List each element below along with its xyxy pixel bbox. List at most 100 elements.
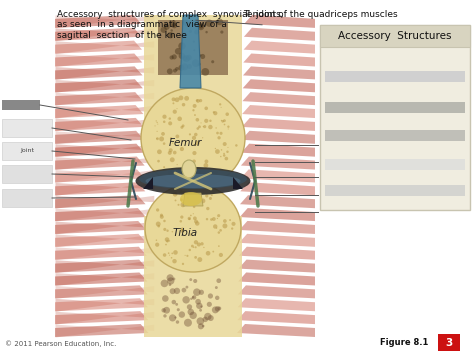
Circle shape: [181, 63, 188, 70]
Circle shape: [192, 136, 196, 140]
Circle shape: [202, 325, 204, 327]
Circle shape: [185, 286, 188, 289]
Circle shape: [169, 283, 171, 286]
Bar: [325, 185, 465, 196]
Polygon shape: [55, 260, 147, 273]
Polygon shape: [55, 285, 148, 298]
Circle shape: [196, 99, 198, 102]
Circle shape: [212, 251, 214, 252]
Bar: [320, 25, 470, 47]
Circle shape: [194, 240, 198, 244]
Circle shape: [197, 63, 201, 66]
Circle shape: [156, 122, 158, 123]
Circle shape: [201, 68, 209, 76]
Circle shape: [199, 23, 203, 28]
Polygon shape: [239, 221, 315, 234]
Circle shape: [212, 217, 216, 221]
Circle shape: [175, 303, 178, 306]
Text: Femur: Femur: [168, 138, 202, 148]
Circle shape: [179, 170, 181, 171]
Circle shape: [213, 111, 215, 113]
Circle shape: [205, 31, 208, 33]
Circle shape: [169, 118, 171, 120]
Circle shape: [231, 222, 236, 226]
Polygon shape: [55, 15, 141, 28]
Circle shape: [228, 129, 229, 130]
Circle shape: [219, 229, 222, 232]
Circle shape: [199, 290, 204, 295]
Polygon shape: [55, 92, 143, 105]
Circle shape: [163, 166, 165, 168]
Polygon shape: [55, 273, 147, 285]
Polygon shape: [180, 15, 201, 88]
Polygon shape: [55, 324, 149, 337]
Circle shape: [156, 137, 159, 140]
Circle shape: [170, 157, 175, 162]
Circle shape: [172, 23, 177, 28]
Polygon shape: [243, 66, 315, 80]
Circle shape: [204, 159, 209, 163]
Circle shape: [190, 297, 192, 300]
Circle shape: [213, 111, 218, 115]
Circle shape: [187, 64, 192, 69]
Ellipse shape: [145, 184, 241, 272]
Circle shape: [209, 120, 211, 122]
Polygon shape: [55, 54, 142, 66]
Circle shape: [172, 54, 177, 59]
Circle shape: [216, 228, 217, 229]
Circle shape: [181, 228, 184, 231]
Circle shape: [191, 245, 194, 247]
Circle shape: [196, 302, 202, 309]
Circle shape: [216, 132, 219, 135]
Circle shape: [202, 317, 208, 322]
Circle shape: [168, 252, 170, 254]
Circle shape: [163, 307, 170, 314]
Polygon shape: [55, 157, 145, 170]
Circle shape: [215, 296, 219, 300]
Polygon shape: [241, 157, 315, 170]
Circle shape: [193, 40, 195, 43]
Circle shape: [157, 124, 158, 125]
Polygon shape: [239, 247, 315, 260]
Polygon shape: [55, 105, 144, 118]
Circle shape: [213, 169, 218, 174]
Circle shape: [190, 312, 197, 319]
Polygon shape: [55, 298, 148, 311]
Polygon shape: [55, 28, 142, 41]
Circle shape: [166, 274, 173, 281]
Polygon shape: [237, 324, 315, 337]
Circle shape: [184, 319, 192, 327]
Circle shape: [217, 218, 218, 219]
Circle shape: [199, 99, 202, 102]
Circle shape: [170, 20, 176, 27]
Circle shape: [167, 69, 173, 74]
Circle shape: [218, 306, 221, 310]
Circle shape: [175, 135, 179, 138]
Circle shape: [192, 295, 196, 300]
Circle shape: [173, 192, 177, 197]
Polygon shape: [55, 221, 146, 234]
Circle shape: [192, 296, 194, 299]
Bar: [144, 15, 242, 156]
Bar: [2, 165, 52, 183]
Circle shape: [218, 136, 221, 140]
Circle shape: [193, 144, 195, 146]
Circle shape: [194, 30, 199, 35]
Circle shape: [210, 218, 213, 221]
Polygon shape: [238, 260, 315, 273]
Circle shape: [193, 217, 197, 220]
Text: 3: 3: [446, 338, 453, 348]
Circle shape: [170, 55, 174, 60]
Bar: [2, 142, 52, 160]
Circle shape: [160, 215, 164, 219]
Circle shape: [235, 144, 237, 147]
Circle shape: [175, 67, 179, 71]
Circle shape: [212, 306, 219, 313]
Polygon shape: [55, 247, 147, 260]
Circle shape: [161, 132, 165, 136]
Polygon shape: [238, 273, 315, 285]
Circle shape: [198, 125, 201, 128]
Polygon shape: [241, 131, 315, 144]
Circle shape: [177, 308, 180, 311]
Polygon shape: [244, 40, 315, 54]
